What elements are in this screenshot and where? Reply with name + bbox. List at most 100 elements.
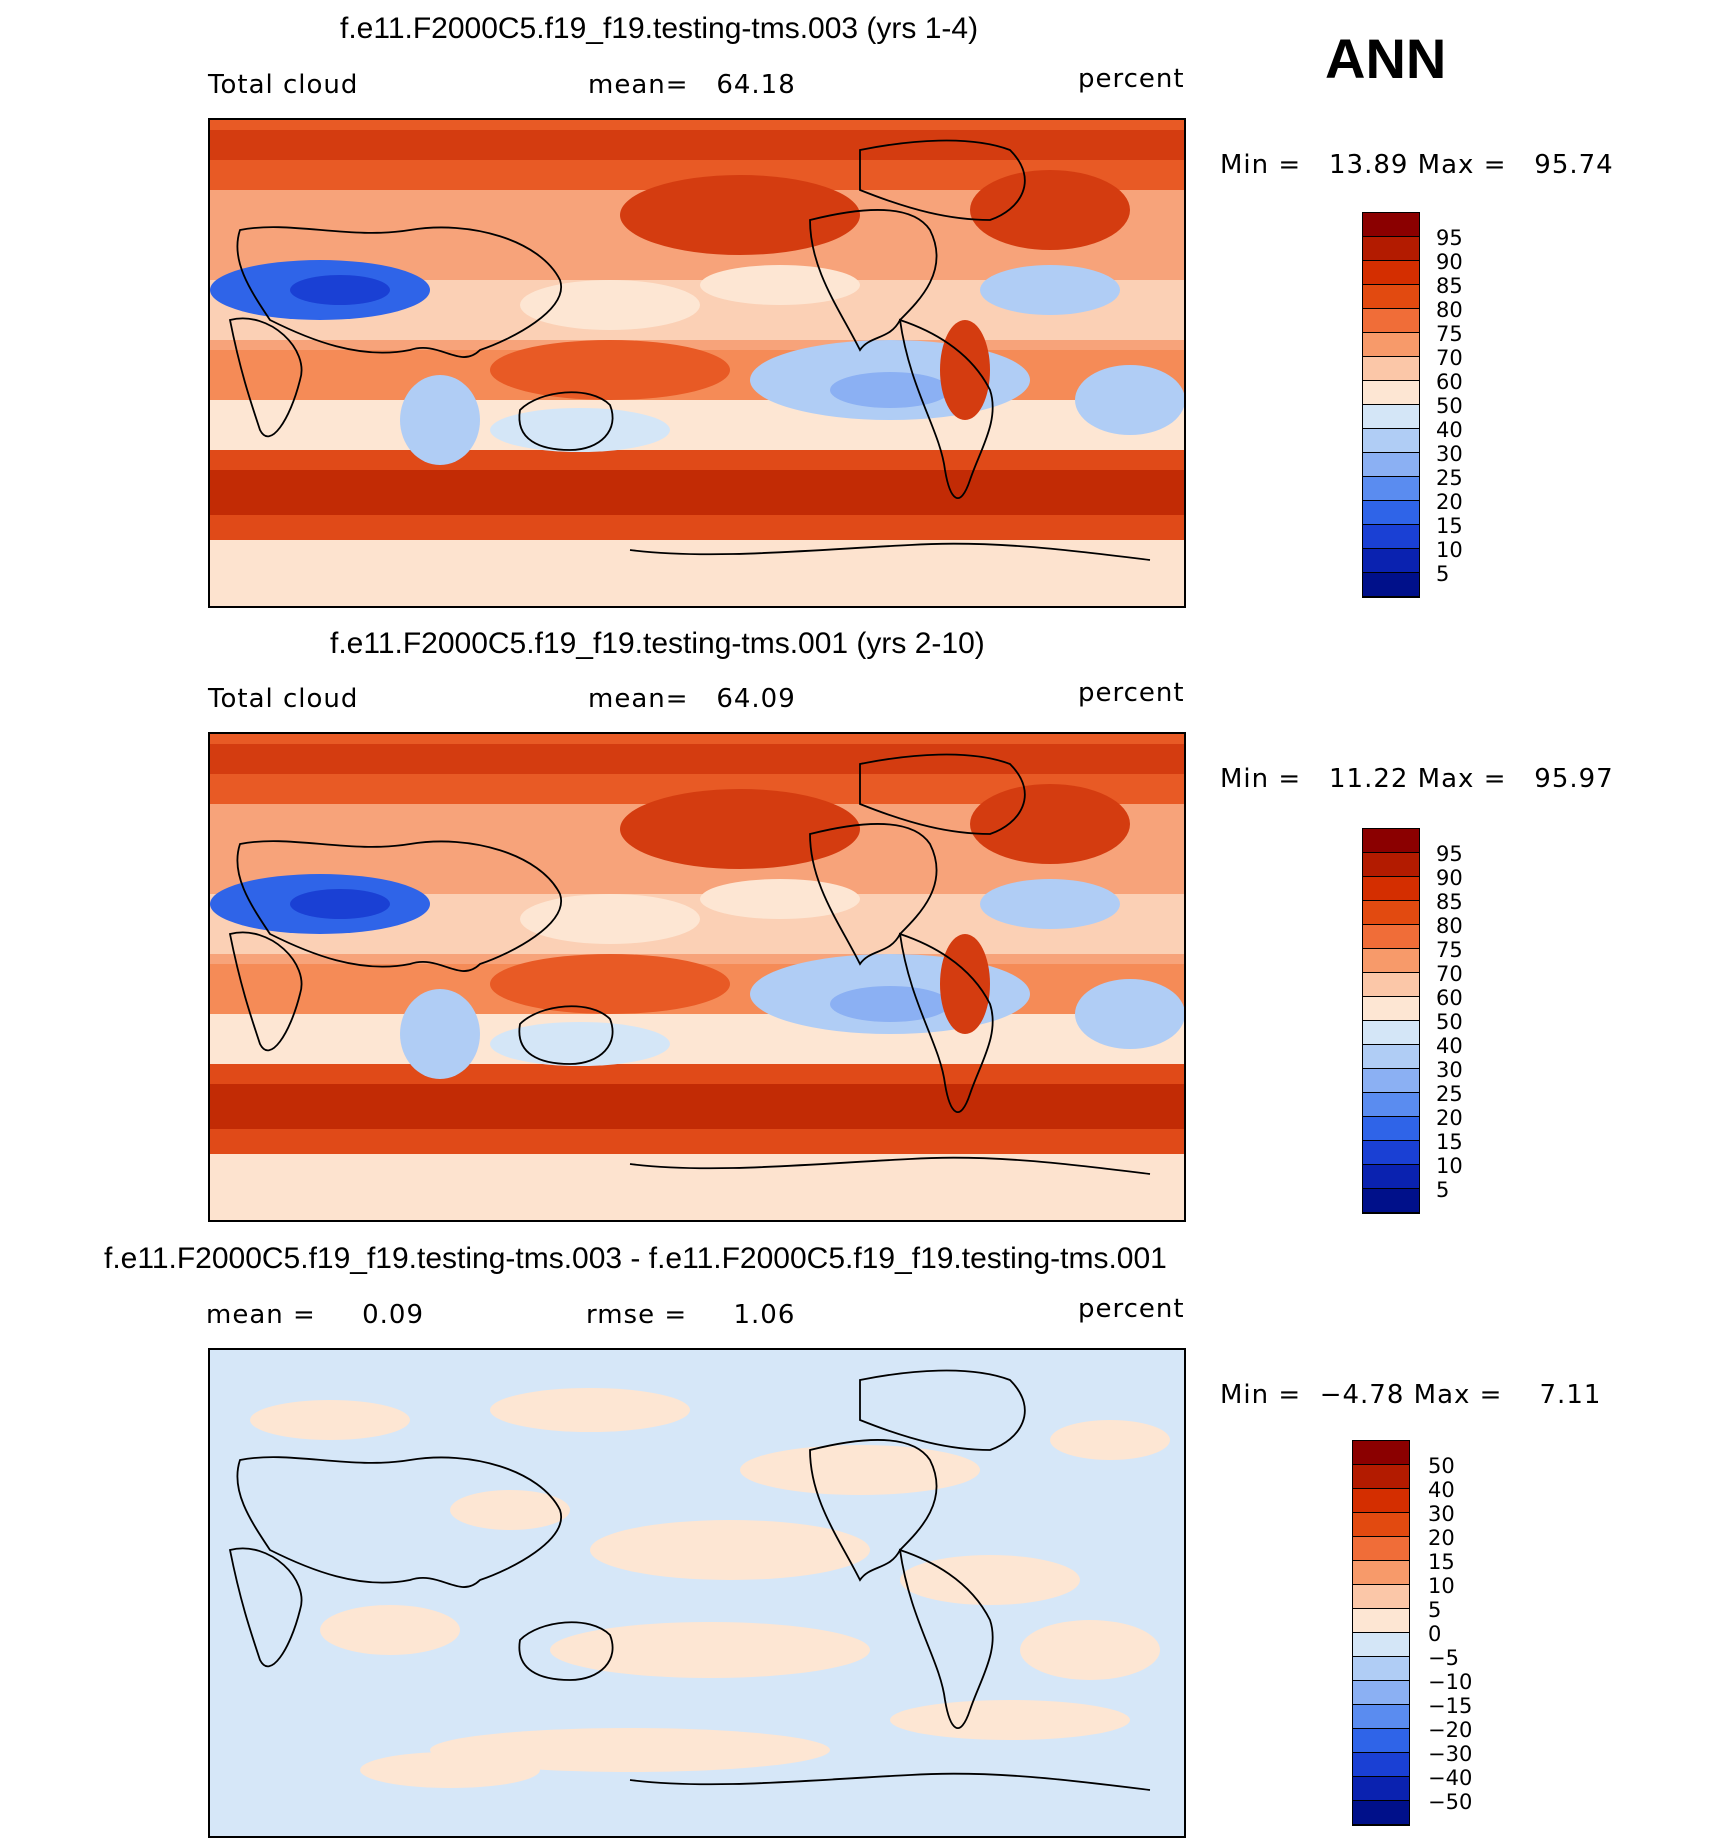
colorbar-segment: [1363, 877, 1419, 901]
panel-3-cb-label: −15: [1428, 1694, 1473, 1718]
colorbar-segment: [1353, 1657, 1409, 1681]
panel-1-cb-label: 5: [1436, 562, 1450, 586]
colorbar-segment: [1363, 949, 1419, 973]
panel-1-mean-key: mean=: [588, 70, 689, 100]
panel-3-units: percent: [1078, 1294, 1185, 1324]
panel-3-cb-label: −30: [1428, 1742, 1473, 1766]
panel-3-mean-value: 0.09: [362, 1300, 425, 1330]
colorbar-segment: [1363, 357, 1419, 381]
panel-3-cb-label: 20: [1428, 1526, 1455, 1550]
panel-3-cb-label: −40: [1428, 1766, 1473, 1790]
panel-2-cb-label: 25: [1436, 1082, 1463, 1106]
panel-2-variable-label: Total cloud: [208, 684, 359, 714]
panel-2-cb-label: 20: [1436, 1106, 1463, 1130]
colorbar-segment: [1363, 405, 1419, 429]
panel-3-map: [208, 1348, 1186, 1838]
panel-1-minmax: Min = 13.89 Max = 95.74: [1220, 150, 1614, 180]
season-label: ANN: [1325, 27, 1447, 90]
panel-3-rmse-value: 1.06: [733, 1300, 796, 1330]
panel-3-cb-label: 0: [1428, 1622, 1442, 1646]
colorbar-segment: [1363, 925, 1419, 949]
panel-1-cb-label: 15: [1436, 514, 1463, 538]
panel-2-cb-label: 40: [1436, 1034, 1463, 1058]
colorbar-segment: [1363, 829, 1419, 853]
panel-2-units: percent: [1078, 678, 1185, 708]
panel-3-rmse-label: rmse = 1.06: [586, 1300, 795, 1330]
panel-2-map: [208, 732, 1186, 1222]
panel-2-cb-label: 85: [1436, 890, 1463, 914]
colorbar-segment: [1363, 1189, 1419, 1213]
panel-1-cb-label: 70: [1436, 346, 1463, 370]
panel-1-map-field: [210, 120, 1184, 606]
panel-2-cb-label: 15: [1436, 1130, 1463, 1154]
panel-3-colorbar: [1352, 1440, 1410, 1826]
colorbar-segment: [1363, 1021, 1419, 1045]
colorbar-segment: [1363, 1165, 1419, 1189]
panel-1-units: percent: [1078, 64, 1185, 94]
colorbar-segment: [1363, 309, 1419, 333]
colorbar-segment: [1353, 1465, 1409, 1489]
panel-2-map-field: [210, 734, 1184, 1220]
colorbar-segment: [1353, 1561, 1409, 1585]
colorbar-segment: [1353, 1729, 1409, 1753]
colorbar-segment: [1363, 997, 1419, 1021]
colorbar-segment: [1363, 1141, 1419, 1165]
colorbar-segment: [1363, 333, 1419, 357]
colorbar-segment: [1363, 429, 1419, 453]
panel-2-colorbar: [1362, 828, 1420, 1214]
colorbar-segment: [1353, 1753, 1409, 1777]
panel-2-mean-value: 64.09: [716, 684, 796, 714]
panel-3-cb-label: −50: [1428, 1790, 1473, 1814]
colorbar-segment: [1353, 1489, 1409, 1513]
panel-1-cb-label: 90: [1436, 250, 1463, 274]
panel-2-cb-label: 70: [1436, 962, 1463, 986]
panel-3-mean-label: mean = 0.09: [206, 1300, 424, 1330]
colorbar-segment: [1363, 525, 1419, 549]
panel-1-variable-label: Total cloud: [208, 70, 359, 100]
panel-1-cb-label: 80: [1436, 298, 1463, 322]
panel-3-mean-key: mean =: [206, 1300, 316, 1330]
panel-2-cb-label: 5: [1436, 1178, 1450, 1202]
colorbar-segment: [1363, 1045, 1419, 1069]
panel-1-mean-label: mean= 64.18: [588, 70, 796, 100]
colorbar-segment: [1363, 381, 1419, 405]
colorbar-segment: [1353, 1609, 1409, 1633]
colorbar-segment: [1353, 1777, 1409, 1801]
colorbar-segment: [1363, 261, 1419, 285]
panel-1-cb-label: 40: [1436, 418, 1463, 442]
panel-3-cb-label: 5: [1428, 1598, 1442, 1622]
panel-1-cb-label: 20: [1436, 490, 1463, 514]
colorbar-segment: [1363, 285, 1419, 309]
panel-2-cb-label: 50: [1436, 1010, 1463, 1034]
panel-2-mean-key: mean=: [588, 684, 689, 714]
colorbar-segment: [1353, 1705, 1409, 1729]
panel-1-cb-label: 95: [1436, 226, 1463, 250]
panel-3-cb-label: 40: [1428, 1478, 1455, 1502]
panel-3-cb-label: −20: [1428, 1718, 1473, 1742]
panel-1-map: [208, 118, 1186, 608]
panel-1-cb-label: 60: [1436, 370, 1463, 394]
colorbar-segment: [1363, 501, 1419, 525]
colorbar-segment: [1353, 1537, 1409, 1561]
colorbar-segment: [1353, 1681, 1409, 1705]
panel-1-cb-label: 25: [1436, 466, 1463, 490]
panel-3-cb-label: 10: [1428, 1574, 1455, 1598]
panel-1-cb-label: 75: [1436, 322, 1463, 346]
colorbar-segment: [1363, 901, 1419, 925]
panel-3-cb-label: 50: [1428, 1454, 1455, 1478]
panel-3-map-field: [210, 1350, 1184, 1836]
colorbar-segment: [1363, 477, 1419, 501]
panel-1-cb-label: 30: [1436, 442, 1463, 466]
panel-1-colorbar: [1362, 212, 1420, 598]
panel-3-cb-label: 15: [1428, 1550, 1455, 1574]
panel-2-cb-label: 10: [1436, 1154, 1463, 1178]
panel-3-title: f.e11.F2000C5.f19_f19.testing-tms.003 - …: [104, 1242, 1167, 1275]
panel-2-title: f.e11.F2000C5.f19_f19.testing-tms.001 (y…: [330, 627, 985, 660]
colorbar-segment: [1363, 1093, 1419, 1117]
panel-3-rmse-key: rmse =: [586, 1300, 688, 1330]
panel-3-cb-label: −10: [1428, 1670, 1473, 1694]
panel-3-cb-label: 30: [1428, 1502, 1455, 1526]
panel-1-cb-label: 85: [1436, 274, 1463, 298]
colorbar-segment: [1353, 1513, 1409, 1537]
colorbar-segment: [1363, 213, 1419, 237]
